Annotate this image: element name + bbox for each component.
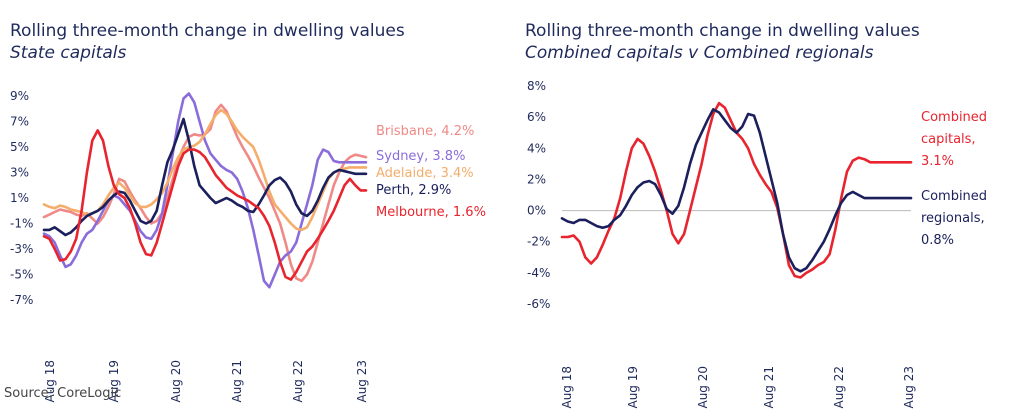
y-tick-label: 5% xyxy=(10,140,29,154)
series-label: Melbourne, 1.6% xyxy=(376,205,486,220)
chart-panel-state-capitals: Rolling three-month change in dwelling v… xyxy=(0,0,510,403)
y-tick-label: -5% xyxy=(10,268,33,282)
y-tick-label: -4% xyxy=(527,266,550,280)
y-tick-label: -1% xyxy=(10,217,33,231)
y-tick-label: 2% xyxy=(527,172,546,186)
chart-subtitle: Combined capitals v Combined regionals xyxy=(525,43,874,63)
series-line xyxy=(42,92,368,289)
series-line xyxy=(42,129,368,281)
source-note: Source: CoreLogic xyxy=(4,386,122,401)
x-tick-label: Aug 21 xyxy=(230,360,244,403)
series-label: Combined xyxy=(921,189,987,204)
x-tick-label: Aug 18 xyxy=(560,366,574,409)
x-tick-label: Aug 18 xyxy=(43,360,57,403)
chart-title: Rolling three-month change in dwelling v… xyxy=(10,21,405,41)
series-label: Adelaide, 3.4% xyxy=(376,166,474,181)
x-tick-label: Aug 19 xyxy=(107,360,121,403)
y-tick-label: -7% xyxy=(10,293,33,307)
y-tick-label: 0% xyxy=(527,204,546,218)
state-capitals-line-chart: 9% 7% 5% 3% 1% -1% -3% -5% -7% Aug 18 Aug 19 Aug 20… xyxy=(10,89,486,403)
y-tick-label: -2% xyxy=(527,235,550,249)
x-tick-label: Aug 20 xyxy=(169,360,183,403)
y-tick-label: 1% xyxy=(10,191,29,205)
series-label: Sydney, 3.8% xyxy=(376,149,465,164)
chart-title: Rolling three-month change in dwelling v… xyxy=(525,21,920,41)
series-label: Combined xyxy=(921,110,987,125)
chart-panel-combined: Rolling three-month change in dwelling v… xyxy=(515,0,1022,409)
x-tick-label: Aug 20 xyxy=(696,366,710,409)
series-label: 3.1% xyxy=(921,154,954,169)
y-tick-label: -6% xyxy=(527,297,550,311)
series-label: Perth, 2.9% xyxy=(376,183,451,198)
x-tick-label: Aug 22 xyxy=(291,360,305,403)
x-tick-label: Aug 23 xyxy=(355,360,369,403)
y-tick-label: 7% xyxy=(10,115,29,129)
series-line xyxy=(42,117,368,237)
series-label: regionals, xyxy=(921,211,985,226)
series-label: 0.8% xyxy=(921,233,954,248)
series-line xyxy=(560,108,913,273)
series-label: Brisbane, 4.2% xyxy=(376,124,474,139)
x-tick-label: Aug 23 xyxy=(902,366,916,409)
x-tick-label: Aug 22 xyxy=(832,366,846,409)
x-tick-label: Aug 21 xyxy=(762,366,776,409)
series-label: capitals, xyxy=(921,132,976,147)
y-tick-label: 4% xyxy=(527,141,546,155)
y-tick-label: 9% xyxy=(10,89,29,103)
y-tick-label: 3% xyxy=(10,166,29,180)
y-tick-label: 8% xyxy=(527,79,546,93)
series-line xyxy=(560,101,913,279)
y-tick-label: 6% xyxy=(527,110,546,124)
x-tick-label: Aug 19 xyxy=(626,366,640,409)
chart-subtitle: State capitals xyxy=(10,43,127,63)
y-tick-label: -3% xyxy=(10,242,33,256)
combined-line-chart: 8% 6% 4% 2% 0% -2% -4% -6% Aug 18 Aug 19 Aug 20 Aug… xyxy=(527,79,987,409)
